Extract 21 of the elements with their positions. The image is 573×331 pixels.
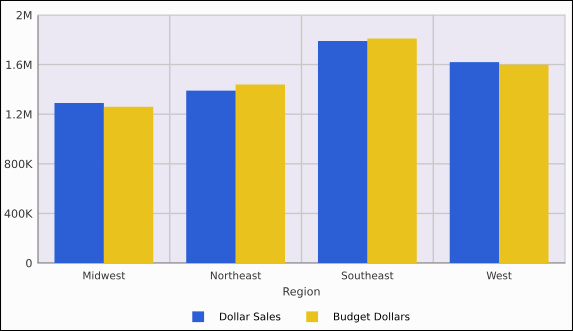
bar	[54, 103, 104, 263]
bar	[104, 106, 154, 263]
bar	[318, 41, 368, 263]
x-tick-label: Southeast	[342, 271, 394, 280]
bar	[236, 84, 286, 263]
bar	[450, 62, 500, 263]
y-tick-label: 1.2M	[6, 110, 32, 118]
y-tick-label: 1.6M	[6, 60, 32, 69]
bar	[186, 90, 236, 263]
y-tick-label: 400K	[4, 209, 33, 218]
bar	[499, 64, 549, 263]
legend-label: Budget Dollars	[334, 312, 410, 322]
y-tick-label: 0	[26, 258, 32, 268]
x-tick-label: Midwest	[83, 271, 126, 280]
bar	[367, 38, 417, 263]
x-tick-label: West	[486, 272, 512, 280]
y-tick-label: 800K	[4, 160, 33, 168]
x-tick-label: Northeast	[210, 271, 262, 280]
x-axis-title: Region	[284, 286, 320, 298]
y-tick-label: 2M	[16, 10, 32, 20]
legend-label: Dollar Sales	[220, 312, 280, 320]
